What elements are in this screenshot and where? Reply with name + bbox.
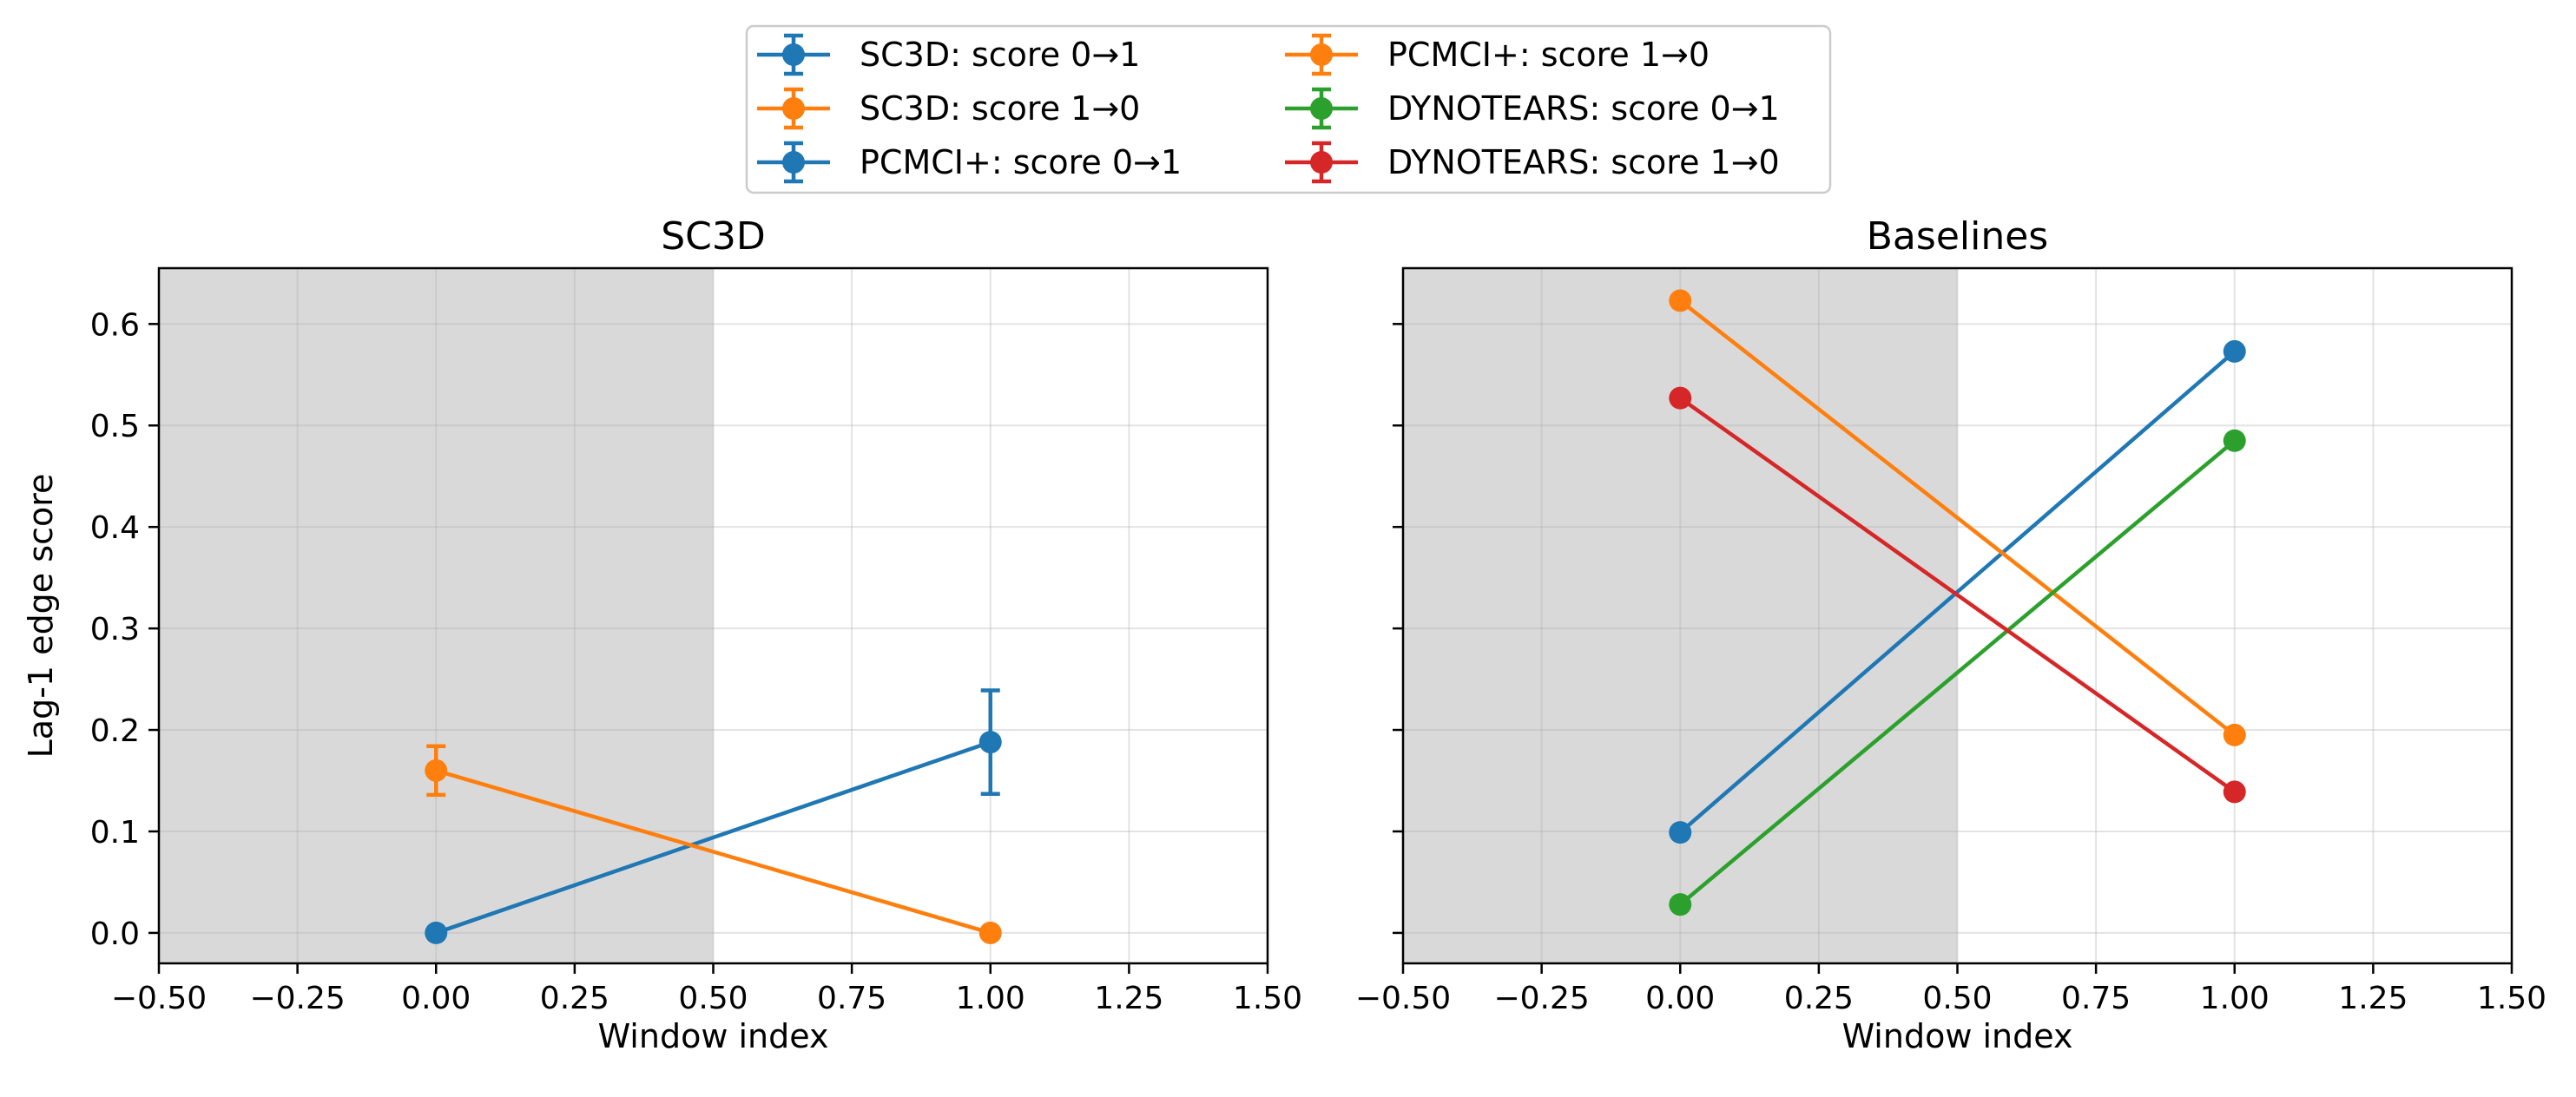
x-tick-label: 0.00 [401, 981, 471, 1016]
x-tick-label: 1.00 [2200, 981, 2270, 1016]
x-axis-label: Window index [598, 1017, 829, 1055]
legend-label: SC3D: score 0→1 [860, 36, 1140, 74]
data-point [1669, 386, 1692, 410]
data-point [1669, 821, 1692, 844]
x-axis-label: Window index [1842, 1017, 2073, 1055]
legend-label: SC3D: score 1→0 [860, 89, 1140, 128]
legend-swatch-marker [1310, 151, 1333, 174]
legend-swatch-marker [782, 43, 805, 66]
data-point [1669, 893, 1692, 916]
series-line [435, 739, 992, 936]
y-tick-label: 0.3 [90, 612, 140, 647]
x-tick-label: −0.25 [1493, 981, 1589, 1016]
data-point [2223, 723, 2246, 746]
x-tick-label: 0.75 [817, 981, 886, 1016]
legend: SC3D: score 0→1 SC3D: score 1→0 PCMCI+: sc… [745, 24, 1832, 194]
y-tick-label: 0.5 [90, 409, 140, 444]
x-tick-label: −0.50 [111, 981, 207, 1016]
data-point [2223, 429, 2246, 452]
legend-swatch-marker [782, 151, 805, 174]
x-tick-label: −0.25 [249, 981, 345, 1016]
y-tick-label: 0.1 [90, 815, 140, 851]
y-tick-label: 0.0 [90, 916, 140, 952]
panel-baselines: −0.50 −0.25 0.00 0.25 0.50 0.75 1.00 1.25 1.50 Ba… [1355, 214, 2546, 1055]
x-tick-label: 1.50 [1233, 981, 1302, 1016]
x-tick-label: 1.00 [956, 981, 1025, 1016]
y-tick-label: 0.6 [90, 307, 140, 343]
x-tick-label: 0.50 [678, 981, 748, 1016]
series-line [1678, 396, 2237, 794]
legend-swatch-marker [1310, 43, 1333, 66]
x-tick-label: 0.00 [1645, 981, 1715, 1016]
y-tick-label: 0.4 [90, 510, 140, 546]
x-tick-label: 0.50 [1922, 981, 1992, 1016]
legend-swatch-marker [1310, 97, 1333, 120]
data-point [425, 759, 448, 782]
x-tick-label: 1.25 [1094, 981, 1163, 1016]
panel-title: Baselines [1867, 214, 2048, 259]
panel-title: SC3D [661, 214, 766, 259]
data-point [978, 921, 1002, 944]
x-tick-label: 1.25 [2338, 981, 2408, 1016]
shaded-region [159, 268, 714, 963]
data-point [1669, 289, 1692, 312]
data-point [425, 921, 448, 944]
series-line [435, 768, 992, 936]
x-tick-label: 1.50 [2477, 981, 2546, 1016]
series-line [1678, 299, 2237, 737]
y-tick-label: 0.2 [90, 713, 140, 749]
x-tick-label: 0.25 [1784, 981, 1854, 1016]
x-tick-label: 0.75 [2061, 981, 2131, 1016]
series-line [1678, 350, 2237, 834]
shaded-region [1403, 268, 1958, 963]
legend-label: PCMCI+: score 0→1 [860, 143, 1182, 181]
legend-label: DYNOTEARS: score 1→0 [1387, 143, 1780, 181]
legend-swatch-marker [782, 97, 805, 120]
legend-label: PCMCI+: score 1→0 [1387, 36, 1710, 74]
x-tick-label: 0.25 [540, 981, 609, 1016]
y-axis-label: Lag-1 edge score [22, 474, 60, 759]
data-point [978, 731, 1002, 754]
x-tick-label: −0.50 [1355, 981, 1451, 1016]
legend-label: DYNOTEARS: score 0→1 [1387, 89, 1780, 128]
data-point [2223, 339, 2246, 363]
panel-sc3d: −0.50 −0.25 0.00 0.25 0.50 0.75 1.00 1.25 1.50 0.… [22, 214, 1302, 1055]
data-point [2223, 780, 2246, 804]
series-line [1678, 439, 2237, 906]
